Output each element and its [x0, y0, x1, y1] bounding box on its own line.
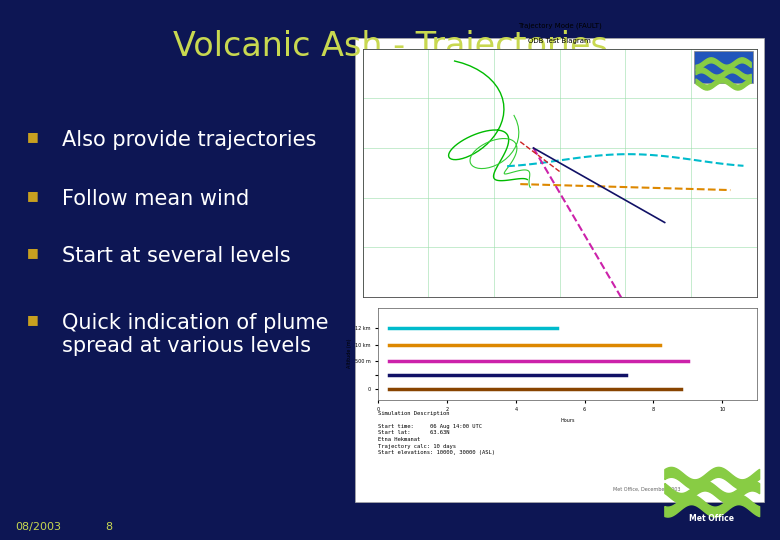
FancyBboxPatch shape	[355, 38, 764, 502]
Text: Quick indication of plume
spread at various levels: Quick indication of plume spread at vari…	[62, 313, 329, 356]
Text: Start at several levels: Start at several levels	[62, 246, 291, 266]
X-axis label: Hours: Hours	[560, 418, 575, 423]
Text: Met Office: Met Office	[690, 514, 734, 523]
Y-axis label: Altitude (m): Altitude (m)	[347, 339, 352, 368]
Text: ■: ■	[27, 313, 39, 326]
Text: 08/2003: 08/2003	[16, 522, 62, 532]
Text: Simulation Description

Start time:     06 Aug 14:00 UTC
Start lat:      63.63N
: Simulation Description Start time: 06 Au…	[378, 410, 495, 455]
Text: Volcanic Ash - Trajectories: Volcanic Ash - Trajectories	[172, 30, 608, 63]
Text: Trajectory Mode (FAULT): Trajectory Mode (FAULT)	[518, 22, 601, 29]
Text: ■: ■	[27, 246, 39, 259]
Text: Met Office, December 2003: Met Office, December 2003	[612, 487, 680, 491]
Bar	[693, 51, 753, 83]
Text: 8: 8	[105, 522, 112, 532]
Text: ■: ■	[27, 189, 39, 202]
Text: ODB Test Biagram: ODB Test Biagram	[528, 38, 591, 44]
Text: ■: ■	[27, 130, 39, 143]
Text: Also provide trajectories: Also provide trajectories	[62, 130, 317, 150]
Text: Follow mean wind: Follow mean wind	[62, 189, 250, 209]
